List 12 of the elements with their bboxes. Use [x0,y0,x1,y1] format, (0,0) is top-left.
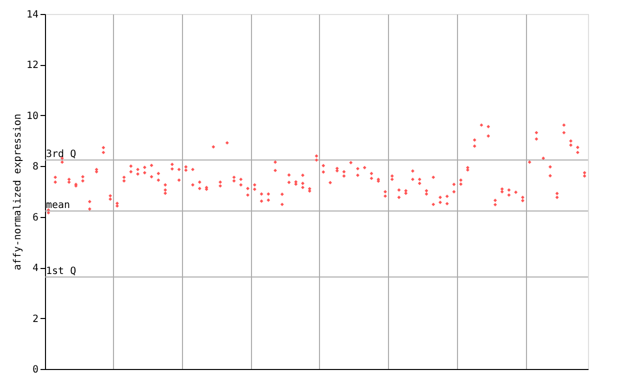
ref-line-label: 3rd Q [46,149,76,160]
y-tick-label: 12 [26,60,38,72]
y-tick-label: 8 [32,162,38,173]
y-tick-label: 2 [32,314,38,325]
ref-line-label: mean [46,200,70,212]
y-tick-label: 4 [32,263,38,274]
y-tick-label: 14 [26,10,38,20]
y-tick-label: 0 [32,364,38,376]
ref-line-label: 1st Q [46,266,76,277]
y-tick-label: 6 [32,212,38,224]
y-tick-label: 10 [26,110,38,122]
y-axis-title: affy-normalized expression [12,114,24,270]
